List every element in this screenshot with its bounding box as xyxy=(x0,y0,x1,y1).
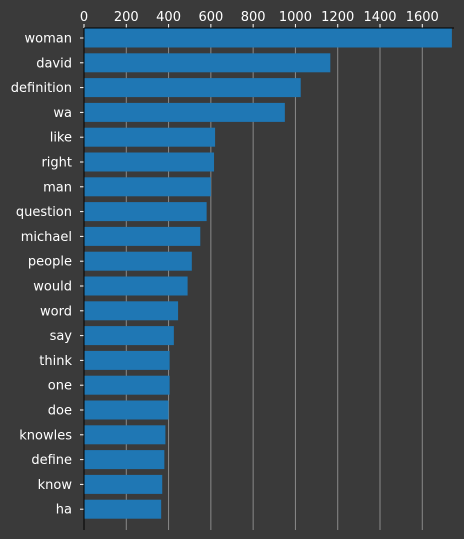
bar-michael xyxy=(84,226,201,246)
x-tick-label: 200 xyxy=(114,10,139,25)
x-tick-label: 1000 xyxy=(279,10,312,25)
bar-one xyxy=(84,375,170,395)
bars xyxy=(84,28,452,519)
y-tick-label-knowles: knowles xyxy=(19,428,72,443)
y-tick-label-definition: definition xyxy=(11,81,72,96)
bar-people xyxy=(84,251,192,271)
bar-wa xyxy=(84,102,285,122)
bar-david xyxy=(84,53,331,73)
bar-know xyxy=(84,474,163,494)
bar-woman xyxy=(84,28,452,48)
gridlines xyxy=(125,28,423,530)
y-tick-label-doe: doe xyxy=(48,404,72,419)
x-tick-label: 400 xyxy=(156,10,181,25)
y-tick-label-like: like xyxy=(50,131,72,146)
y-tick-label-word: word xyxy=(40,304,72,319)
bar-would xyxy=(84,276,188,296)
bar-define xyxy=(84,450,165,470)
y-tick-label-know: know xyxy=(38,478,73,493)
y-tick-label-man: man xyxy=(43,180,72,195)
bar-think xyxy=(84,350,170,370)
y-tick-label-define: define xyxy=(31,453,72,468)
y-tick-label-david: david xyxy=(36,56,72,71)
bar-say xyxy=(84,326,174,346)
x-tick-label: 1600 xyxy=(406,10,439,25)
y-tick-label-think: think xyxy=(39,354,72,369)
y-tick-label-one: one xyxy=(48,379,72,394)
bar-doe xyxy=(84,400,169,420)
y-tick-label-michael: michael xyxy=(21,230,72,245)
bar-knowles xyxy=(84,425,166,445)
y-axis-labels: woman david definition wa like right man questi… xyxy=(11,32,84,518)
bar-right xyxy=(84,152,215,172)
y-tick-label-right: right xyxy=(41,156,72,171)
y-tick-label-ha: ha xyxy=(56,503,72,518)
y-tick-label-say: say xyxy=(50,329,73,344)
x-tick-label: 0 xyxy=(80,10,88,25)
x-tick-label: 1400 xyxy=(363,10,396,25)
bar-ha xyxy=(84,499,162,519)
y-tick-label-wa: wa xyxy=(53,106,72,121)
bar-question xyxy=(84,202,207,222)
x-tick-label: 800 xyxy=(241,10,266,25)
x-axis-ticks: 0 200 400 600 800 1000 1200 1400 1600 xyxy=(80,10,439,28)
bar-definition xyxy=(84,78,301,98)
bar-like xyxy=(84,127,216,147)
x-tick-label: 1200 xyxy=(321,10,354,25)
y-tick-label-people: people xyxy=(28,255,72,270)
bar-man xyxy=(84,177,211,197)
y-tick-label-would: would xyxy=(33,280,72,295)
bar-word xyxy=(84,301,179,321)
y-tick-label-question: question xyxy=(16,205,72,220)
x-tick-label: 600 xyxy=(198,10,223,25)
y-tick-label-woman: woman xyxy=(25,32,72,47)
